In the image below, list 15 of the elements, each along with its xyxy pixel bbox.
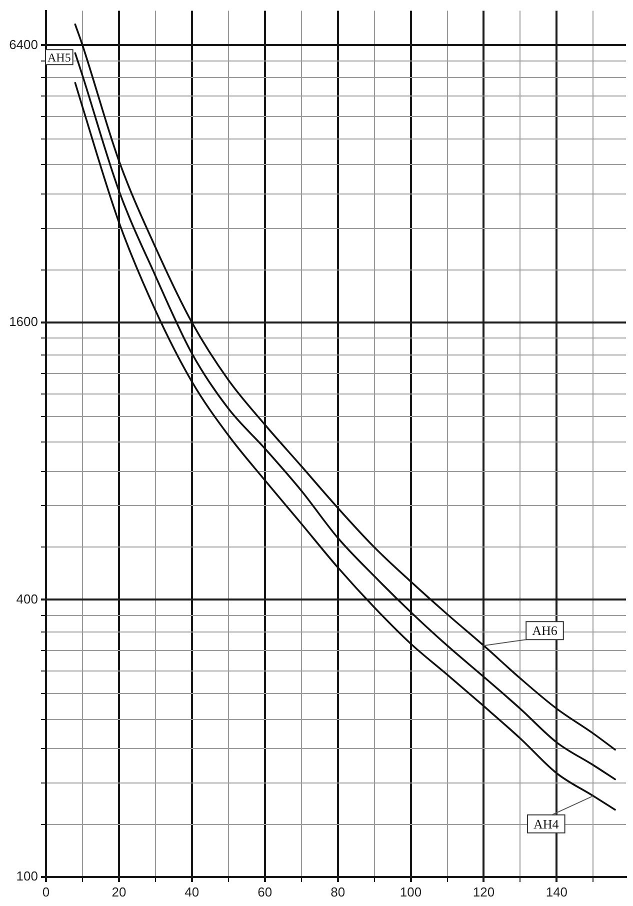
x-tick-label: 0 <box>42 884 50 900</box>
text: AH4 <box>534 816 560 832</box>
y-tick-label: 100 <box>16 868 38 884</box>
series-label: AH5 <box>48 50 71 64</box>
text: AH6 <box>532 623 558 638</box>
x-tick-label: 40 <box>184 884 200 900</box>
y-tick-label: 6400 <box>9 36 38 52</box>
x-tick-label: 60 <box>258 884 272 900</box>
x-tick-label: 20 <box>112 884 126 900</box>
y-tick-label: 400 <box>16 591 38 606</box>
x-tick-label: 120 <box>472 884 495 900</box>
x-tick-label: 100 <box>400 884 422 900</box>
y-tick-label: 1600 <box>9 314 38 330</box>
x-tick-label: 80 <box>330 884 346 900</box>
x-tick-label: 140 <box>546 884 568 900</box>
